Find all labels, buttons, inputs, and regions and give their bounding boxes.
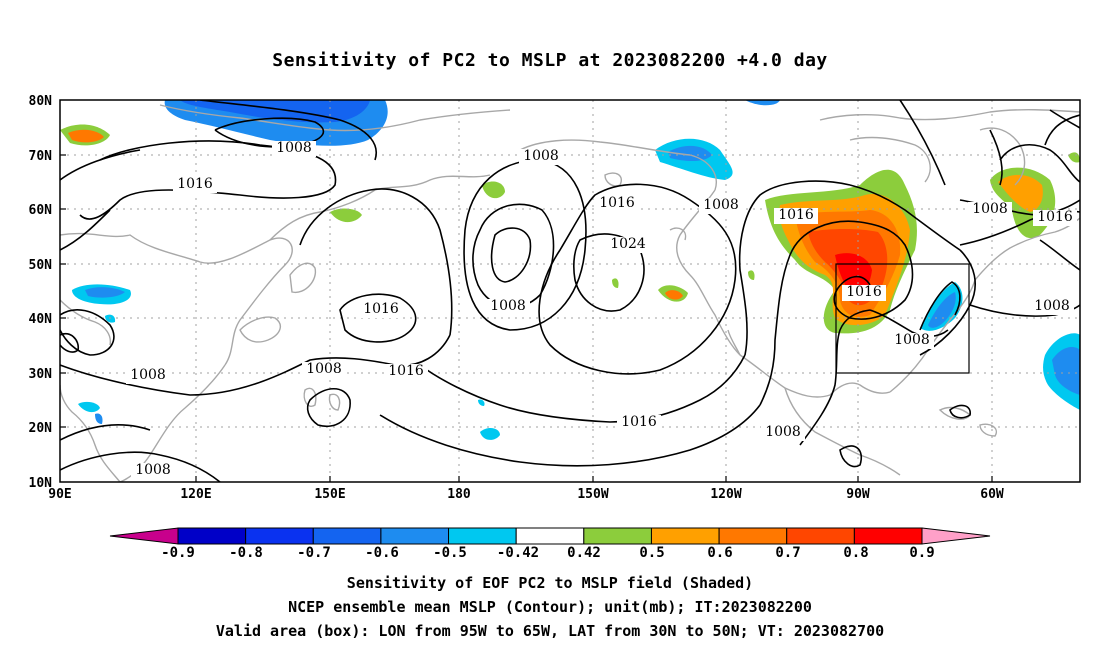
lat-label: 30N [29,367,53,382]
lon-label: 180 [447,487,471,502]
lat-label: 50N [29,258,53,273]
lon-label: 90E [48,487,71,502]
colorbar-label: 0.7 [775,545,800,561]
colorbar-bin [515,527,585,545]
contour-label: 1008 [523,148,559,164]
caption-line-2: NCEP ensemble mean MSLP (Contour); unit(… [288,598,812,616]
colorbar: -0.9 -0.8 -0.7 -0.6 -0.5 -0.42 0.42 0.5 … [109,527,991,561]
contour-label: 1016 [599,195,635,211]
lon-label: 60W [980,487,1004,502]
lon-label: 150E [314,487,345,502]
axis-ticks [60,154,993,482]
colorbar-bin [718,527,788,545]
colorbar-label: 0.42 [567,545,601,561]
coastlines [60,104,1080,482]
contour-label: 1008 [765,424,801,440]
colorbar-bin [245,527,314,545]
mslp-contours [60,100,1080,482]
contour-label: 1008 [276,140,312,156]
latitude-labels: 80N 70N 60N 50N 40N 30N 20N 10N [29,94,53,491]
map-title: Sensitivity of PC2 to MSLP at 2023082200… [272,50,828,71]
colorbar-label: -0.5 [433,545,467,561]
lon-label: 150W [577,487,608,502]
lat-label: 60N [29,203,53,218]
colorbar-bin [177,527,247,545]
contour-label: 1016 [621,414,657,430]
sensitivity-shading [60,100,1080,440]
colorbar-label: -0.9 [161,545,195,561]
lat-label: 70N [29,149,53,164]
map-frame [59,99,1081,483]
lat-label: 10N [29,476,53,491]
colorbar-bin [853,527,923,545]
lat-label: 20N [29,421,53,436]
valid-area-box [835,263,970,374]
colorbar-label: 0.9 [909,545,934,561]
colorbar-label: -0.7 [297,545,331,561]
colorbar-label: 0.8 [843,545,868,561]
contour-label: 1016 [363,301,399,317]
contour-label: 1008 [490,298,526,314]
contour-label: 1008 [135,462,171,478]
colorbar-bin [312,527,382,545]
contour-labels: 1008 1016 1008 1016 1008 1016 1024 1008 … [126,140,1077,479]
contour-label: 1016 [177,176,213,192]
contour-label: 1016 [1037,209,1073,225]
graticule [60,100,1080,482]
colorbar-label: -0.6 [365,545,399,561]
colorbar-label: 0.5 [639,545,664,561]
contour-label: 1016 [388,363,424,379]
colorbar-bin [650,527,720,545]
contour-label: 1008 [972,201,1008,217]
lon-label: 90W [846,487,870,502]
contour-label: 1024 [610,236,646,252]
colorbar-label: -0.8 [229,545,263,561]
colorbar-bin [583,527,652,545]
lon-label: 120W [710,487,741,502]
lon-label: 120E [180,487,211,502]
colorbar-bin [786,527,855,545]
lat-label: 40N [29,312,53,327]
longitude-labels: 90E 120E 150E 180 150W 120W 90W 60W [48,487,1004,502]
contour-label: 1008 [306,361,342,377]
caption-line-1: Sensitivity of EOF PC2 to MSLP field (Sh… [346,574,754,592]
colorbar-label: 0.6 [707,545,732,561]
colorbar-high-extension [921,527,991,545]
contour-label: 1016 [778,207,814,223]
contour-label: 1008 [130,367,166,383]
contour-label: 1008 [703,197,739,213]
colorbar-bin [380,527,450,545]
caption-line-3: Valid area (box): LON from 95W to 65W, L… [215,622,885,640]
contour-label: 1016 [846,284,882,300]
colorbar-label: -0.42 [497,545,539,561]
contour-label: 1008 [894,332,930,348]
colorbar-low-extension [109,527,179,545]
contour-label: 1008 [1034,298,1070,314]
lat-label: 80N [29,94,53,109]
colorbar-bin [448,527,517,545]
